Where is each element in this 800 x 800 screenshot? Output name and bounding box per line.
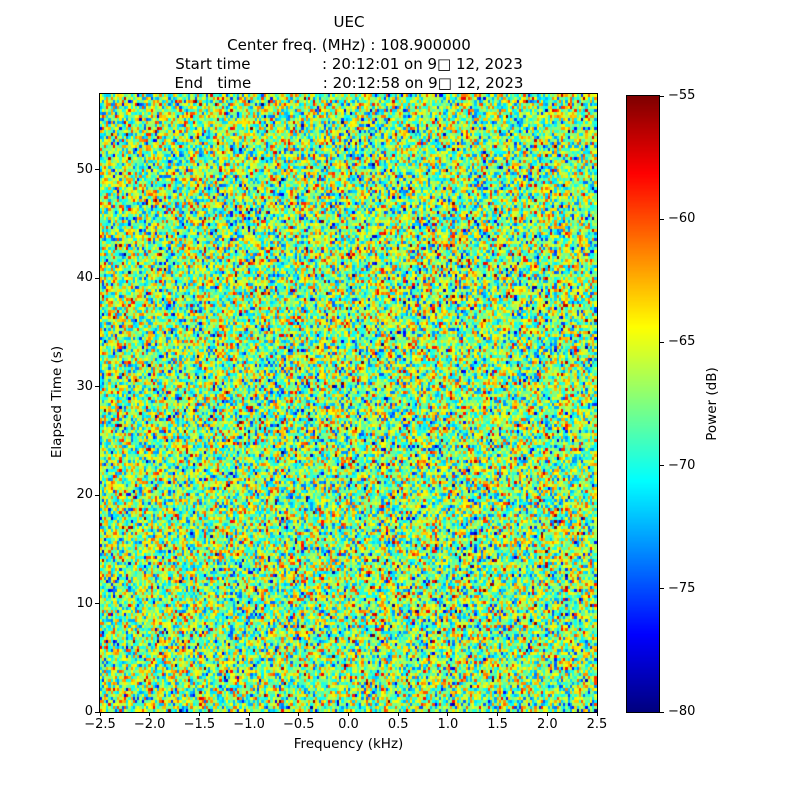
end-time-line: End time : 20:12:58 on 9□ 12, 2023 xyxy=(174,74,524,92)
x-tick-mark xyxy=(447,712,449,716)
colorbar-tick-mark xyxy=(660,465,664,467)
chart-title: UEC xyxy=(333,13,365,31)
y-tick-label: 20 xyxy=(76,487,93,503)
x-tick-label: −0.5 xyxy=(283,717,315,732)
y-tick-mark xyxy=(95,386,99,388)
x-tick-mark xyxy=(596,712,598,716)
y-tick-label: 30 xyxy=(76,378,93,394)
y-tick-label: 10 xyxy=(76,595,93,611)
x-tick-mark xyxy=(397,712,399,716)
y-tick-label: 50 xyxy=(76,161,93,177)
x-tick-label: −1.5 xyxy=(183,717,216,732)
x-tick-label: −2.5 xyxy=(84,717,116,732)
x-tick-mark xyxy=(546,712,548,716)
y-tick-label: 40 xyxy=(76,270,93,286)
y-tick-mark xyxy=(95,711,99,713)
x-tick-label: 2.5 xyxy=(586,717,608,732)
y-axis-label: Elapsed Time (s) xyxy=(49,345,65,459)
x-tick-mark xyxy=(348,712,349,716)
y-tick-mark xyxy=(95,277,99,279)
spectrogram-canvas xyxy=(100,94,597,712)
colorbar-tick-label: −55 xyxy=(668,88,696,103)
y-tick-label: 0 xyxy=(84,704,93,719)
x-tick-label: −1.0 xyxy=(233,717,265,732)
colorbar-tick-label: −75 xyxy=(668,580,696,596)
x-tick-mark xyxy=(198,712,200,716)
x-axis-label: Frequency (kHz) xyxy=(293,736,404,752)
x-tick-label: −2.0 xyxy=(133,717,166,732)
x-tick-mark xyxy=(298,712,300,716)
colorbar-tick-label: −60 xyxy=(668,211,696,227)
x-tick-label: 1.5 xyxy=(487,717,508,732)
colorbar-tick-mark xyxy=(660,218,664,220)
y-tick-mark xyxy=(95,603,99,605)
colorbar-tick-label: −70 xyxy=(668,457,696,473)
x-tick-label: 0.5 xyxy=(387,717,409,732)
colorbar-tick-mark xyxy=(660,341,664,343)
colorbar xyxy=(626,95,660,713)
x-tick-label: 1.0 xyxy=(437,717,459,732)
start-time-line: Start time : 20:12:01 on 9□ 12, 2023 xyxy=(175,55,523,73)
x-tick-mark xyxy=(99,712,101,716)
colorbar-tick-label: −80 xyxy=(668,704,696,719)
y-tick-mark xyxy=(95,169,99,171)
colorbar-tick-mark xyxy=(660,95,664,97)
x-tick-label: 2.0 xyxy=(536,717,558,732)
center-freq-line: Center freq. (MHz) : 108.900000 xyxy=(227,36,471,54)
colorbar-label: Power (dB) xyxy=(704,367,720,441)
colorbar-tick-mark xyxy=(660,588,664,590)
colorbar-tick-mark xyxy=(660,711,664,713)
y-tick-mark xyxy=(95,494,99,496)
colorbar-gradient-canvas xyxy=(627,96,659,712)
x-tick-label: 0.0 xyxy=(338,717,359,732)
spectrogram-plot xyxy=(99,93,598,713)
x-tick-mark xyxy=(497,712,499,716)
x-tick-mark xyxy=(248,712,250,716)
colorbar-tick-label: −65 xyxy=(668,334,696,350)
x-tick-mark xyxy=(149,712,151,716)
